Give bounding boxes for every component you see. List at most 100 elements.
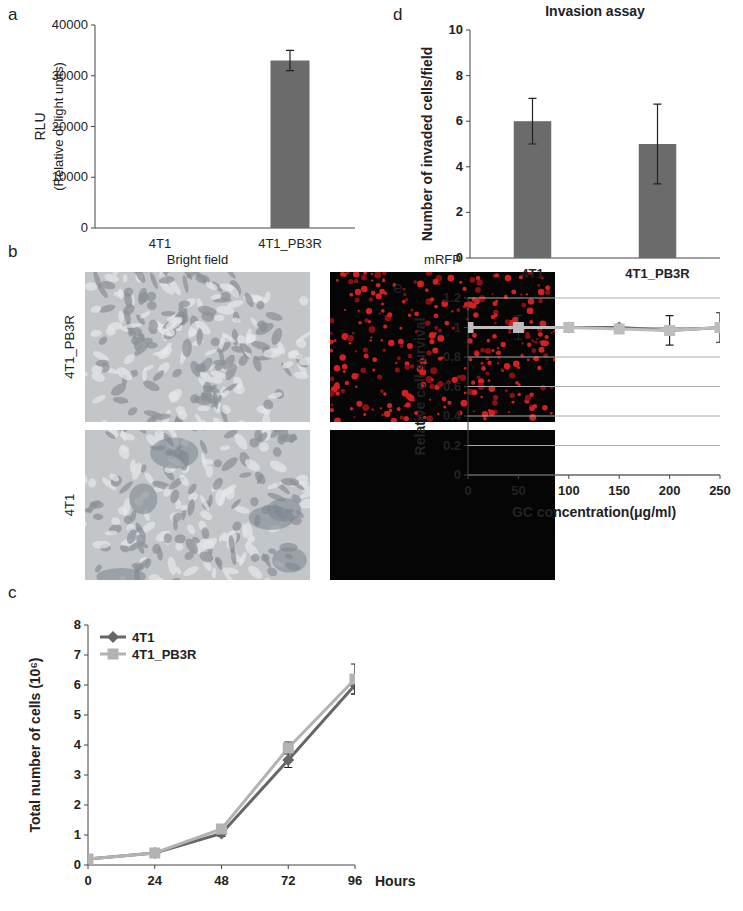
marker xyxy=(512,322,524,334)
y-tick-label: 7 xyxy=(74,647,81,662)
y-axis-label: Number of invaded cells/field xyxy=(419,47,435,242)
cell xyxy=(126,405,139,417)
fluorescent-cell xyxy=(400,415,404,419)
cell xyxy=(85,469,90,486)
cell xyxy=(96,282,110,299)
cell xyxy=(231,520,243,533)
marker xyxy=(88,854,94,865)
cell xyxy=(157,578,164,580)
fluorescent-cell xyxy=(480,396,483,399)
fluorescent-cell xyxy=(410,309,413,312)
cell xyxy=(136,543,145,555)
fluorescent-cell xyxy=(505,319,510,324)
y-tick xyxy=(84,805,88,806)
cell xyxy=(116,444,131,460)
fluorescent-cell xyxy=(430,367,437,374)
fluorescent-cell xyxy=(330,332,333,335)
cell xyxy=(213,315,225,322)
y-tick-label: 40000 xyxy=(52,17,88,32)
fluorescent-cell xyxy=(330,318,334,323)
fluorescent-cell xyxy=(403,293,406,296)
fluorescent-cell xyxy=(360,367,366,373)
cell xyxy=(186,523,197,536)
fluorescent-cell xyxy=(451,310,453,312)
fluorescent-cell xyxy=(361,274,367,280)
fluorescent-cell xyxy=(518,383,521,386)
error-bar xyxy=(529,98,537,144)
fluorescent-cell xyxy=(521,354,524,357)
fluorescent-cell xyxy=(397,407,401,411)
fluorescent-cell xyxy=(504,363,511,370)
column-label: Bright field xyxy=(167,252,228,267)
cell xyxy=(169,577,182,580)
fluorescent-cell xyxy=(380,389,384,393)
cell xyxy=(109,381,128,398)
image-background xyxy=(85,430,310,580)
cell xyxy=(112,272,118,276)
marker xyxy=(350,674,356,685)
image-background xyxy=(330,272,555,422)
fluorescent-cell xyxy=(339,354,345,360)
y-tick-label: 1 xyxy=(454,320,461,335)
cell xyxy=(261,398,275,412)
fluorescent-cell xyxy=(371,279,373,281)
x-tick-label: 4T1_PB3R xyxy=(625,266,690,281)
cell xyxy=(219,455,239,474)
fluorescent-cell xyxy=(538,289,545,296)
fluorescent-cell xyxy=(545,290,550,295)
cell xyxy=(92,541,110,549)
fluorescent-cell xyxy=(343,273,347,277)
fluorescent-cell xyxy=(355,289,361,295)
y-tick xyxy=(84,865,88,866)
marker xyxy=(149,848,160,859)
fluorescent-cell xyxy=(387,403,392,408)
cell xyxy=(167,430,178,438)
fluorescent-cell xyxy=(391,418,397,422)
fluorescent-cell xyxy=(372,408,374,410)
fluorescent-cell xyxy=(492,334,497,339)
cell xyxy=(89,501,104,509)
fluorescent-cell xyxy=(509,373,515,379)
y-tick xyxy=(466,121,470,122)
fluorescent-cell xyxy=(527,308,534,315)
y-tick xyxy=(466,75,470,76)
y-tick xyxy=(464,298,468,299)
marker xyxy=(282,754,294,766)
fluorescent-cell xyxy=(361,286,368,293)
cell xyxy=(244,332,258,345)
fluorescent-cell xyxy=(517,393,521,397)
legend-marker xyxy=(108,649,119,660)
y-tick xyxy=(466,258,470,259)
fluorescent-cell xyxy=(532,340,535,343)
cell xyxy=(249,552,261,563)
y-axis-label: Total number of cells (10⁶) xyxy=(27,658,43,833)
x-tick-label: 100 xyxy=(558,483,580,498)
cell xyxy=(262,576,277,580)
x-tick-label: 96 xyxy=(348,873,362,888)
x-tick xyxy=(468,475,469,479)
series-line xyxy=(88,679,355,859)
fluorescent-cell xyxy=(369,326,376,333)
fluorescent-cell xyxy=(495,273,499,277)
fluorescent-cell xyxy=(370,339,372,341)
fluorescent-cell xyxy=(435,332,437,334)
fluorescent-cell xyxy=(508,411,510,413)
cell xyxy=(182,564,200,578)
fluorescent-cell xyxy=(437,413,439,415)
cell xyxy=(90,329,102,338)
fluorescent-cell xyxy=(494,313,498,317)
fluorescent-cell xyxy=(481,366,486,371)
fluorescent-cell xyxy=(371,273,373,275)
fluorescent-cell xyxy=(551,332,553,334)
legend-label: 4T1 xyxy=(132,630,154,645)
fluorescent-cell xyxy=(333,383,339,389)
cell xyxy=(267,391,283,400)
y-tick xyxy=(84,685,88,686)
fluorescent-cell xyxy=(364,353,369,358)
fluorescent-cell xyxy=(491,349,494,352)
fluorescent-cell xyxy=(526,332,530,336)
fluorescent-cell xyxy=(383,324,387,328)
fluorescent-cell xyxy=(527,343,531,347)
marker xyxy=(149,847,161,859)
fluorescent-cell xyxy=(408,314,411,317)
